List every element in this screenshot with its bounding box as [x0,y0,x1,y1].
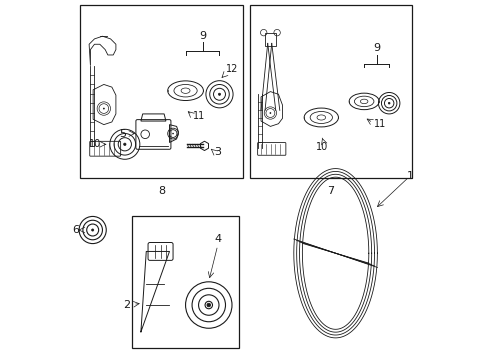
Text: 11: 11 [192,111,204,121]
Text: 9: 9 [199,31,205,41]
Bar [132,216,239,348]
Circle shape [172,133,173,134]
Circle shape [218,93,220,95]
Text: 9: 9 [372,43,380,53]
Text: 10: 10 [316,143,328,153]
Ellipse shape [360,99,367,104]
Circle shape [103,108,104,109]
Bar [80,5,242,178]
Circle shape [206,303,210,307]
Text: 4: 4 [214,234,221,244]
Text: 3: 3 [214,148,221,157]
Ellipse shape [181,88,190,93]
Text: 11: 11 [373,119,385,129]
Text: 8: 8 [158,186,164,196]
Circle shape [387,102,389,104]
Ellipse shape [316,115,325,120]
Text: 6: 6 [72,225,79,235]
Text: 5: 5 [120,129,126,139]
Text: 2: 2 [123,300,130,310]
Text: 12: 12 [225,64,238,73]
Text: 7: 7 [327,186,334,196]
Text: 1: 1 [407,171,413,181]
Text: 10: 10 [89,139,102,149]
Circle shape [123,143,126,145]
Circle shape [91,229,94,231]
Bar [249,5,411,178]
